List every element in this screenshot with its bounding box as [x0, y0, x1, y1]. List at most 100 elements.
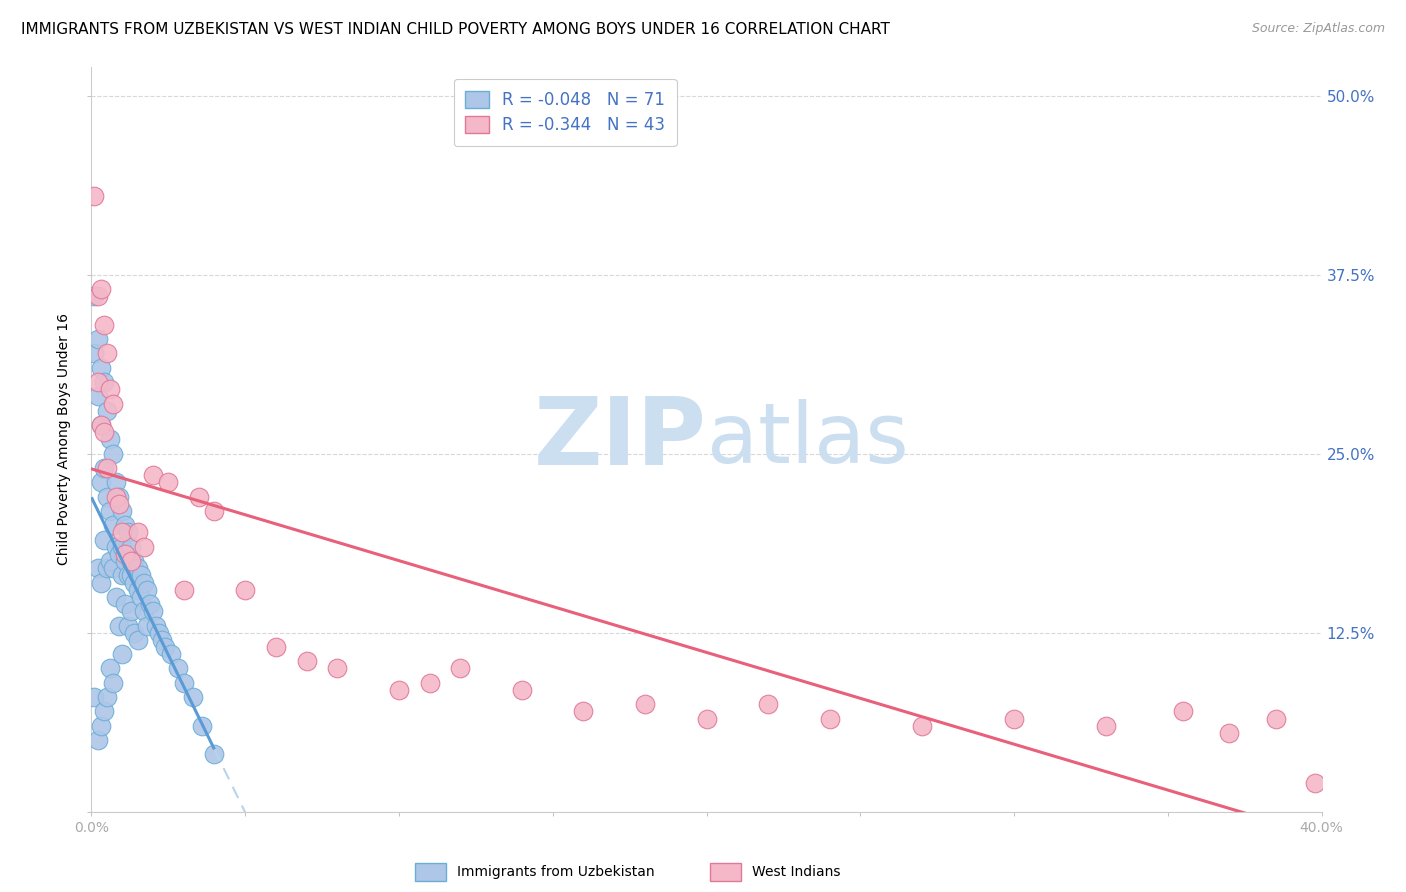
Point [101, 518, 124, 533]
Point [818, 712, 841, 726]
Text: IMMIGRANTS FROM UZBEKISTAN VS WEST INDIAN CHILD POVERTY AMONG BOYS UNDER 16 CORR: IMMIGRANTS FROM UZBEKISTAN VS WEST INDIA… [21, 22, 890, 37]
Point [1218, 726, 1240, 740]
Point [572, 705, 595, 719]
Point [98, 504, 121, 518]
Point [756, 698, 779, 712]
Point [127, 525, 149, 540]
Point [90, 417, 112, 432]
Point [93, 705, 115, 719]
Point [148, 625, 170, 640]
Point [127, 561, 149, 575]
Point [111, 647, 134, 661]
Point [129, 590, 152, 604]
Point [105, 475, 127, 490]
Point [108, 547, 131, 561]
Point [181, 690, 204, 705]
Point [86, 289, 108, 303]
Point [96, 403, 118, 417]
Point [120, 540, 142, 554]
Point [127, 632, 149, 647]
Point [93, 318, 115, 332]
Point [96, 690, 118, 705]
Point [449, 661, 471, 675]
Point [160, 647, 183, 661]
Point [93, 375, 115, 389]
Point [114, 554, 136, 568]
Point [83, 289, 105, 303]
Point [173, 582, 195, 597]
Point [108, 497, 131, 511]
Point [96, 490, 118, 504]
Point [326, 661, 349, 675]
Point [139, 597, 162, 611]
Point [157, 475, 180, 490]
Point [202, 747, 225, 762]
Point [145, 618, 167, 632]
Point [93, 533, 115, 547]
Point [1264, 712, 1286, 726]
Point [83, 690, 105, 705]
Point [117, 525, 139, 540]
Point [86, 375, 108, 389]
Text: Immigrants from Uzbekistan: Immigrants from Uzbekistan [457, 865, 655, 880]
Point [93, 461, 115, 475]
Point [101, 675, 124, 690]
Point [98, 433, 121, 447]
Point [105, 540, 127, 554]
Y-axis label: Child Poverty Among Boys Under 16: Child Poverty Among Boys Under 16 [58, 313, 72, 566]
Point [510, 683, 533, 698]
Point [132, 540, 155, 554]
Point [90, 360, 112, 375]
Point [96, 461, 118, 475]
Point [111, 525, 134, 540]
Point [153, 640, 177, 654]
Text: ZIP: ZIP [534, 393, 706, 485]
Point [634, 698, 657, 712]
Point [132, 604, 155, 618]
Point [83, 346, 105, 360]
Point [202, 504, 225, 518]
Point [98, 661, 121, 675]
Point [90, 282, 112, 296]
Point [101, 396, 124, 410]
Point [86, 332, 108, 346]
Point [111, 504, 134, 518]
Point [233, 582, 256, 597]
Text: Source: ZipAtlas.com: Source: ZipAtlas.com [1251, 22, 1385, 36]
Point [696, 712, 718, 726]
Point [132, 575, 155, 590]
Point [90, 719, 112, 733]
Point [93, 425, 115, 439]
Point [90, 575, 112, 590]
Point [124, 575, 146, 590]
Point [105, 590, 127, 604]
Point [124, 625, 146, 640]
Point [127, 582, 149, 597]
Point [166, 661, 188, 675]
Point [96, 561, 118, 575]
Point [1095, 719, 1118, 733]
Point [114, 518, 136, 533]
Point [173, 675, 195, 690]
Point [911, 719, 934, 733]
Point [114, 597, 136, 611]
Point [114, 547, 136, 561]
Point [295, 654, 318, 668]
Point [86, 561, 108, 575]
Point [86, 733, 108, 747]
Point [98, 382, 121, 396]
Point [1002, 712, 1025, 726]
Point [1173, 705, 1195, 719]
Point [264, 640, 287, 654]
Point [1305, 776, 1327, 790]
Legend: R = -0.048   N = 71, R = -0.344   N = 43: R = -0.048 N = 71, R = -0.344 N = 43 [454, 79, 676, 146]
Point [188, 490, 211, 504]
Text: West Indians: West Indians [752, 865, 841, 880]
Point [388, 683, 411, 698]
Point [101, 447, 124, 461]
Point [86, 389, 108, 403]
Point [124, 554, 146, 568]
Point [142, 604, 165, 618]
Point [150, 632, 173, 647]
Point [419, 675, 441, 690]
